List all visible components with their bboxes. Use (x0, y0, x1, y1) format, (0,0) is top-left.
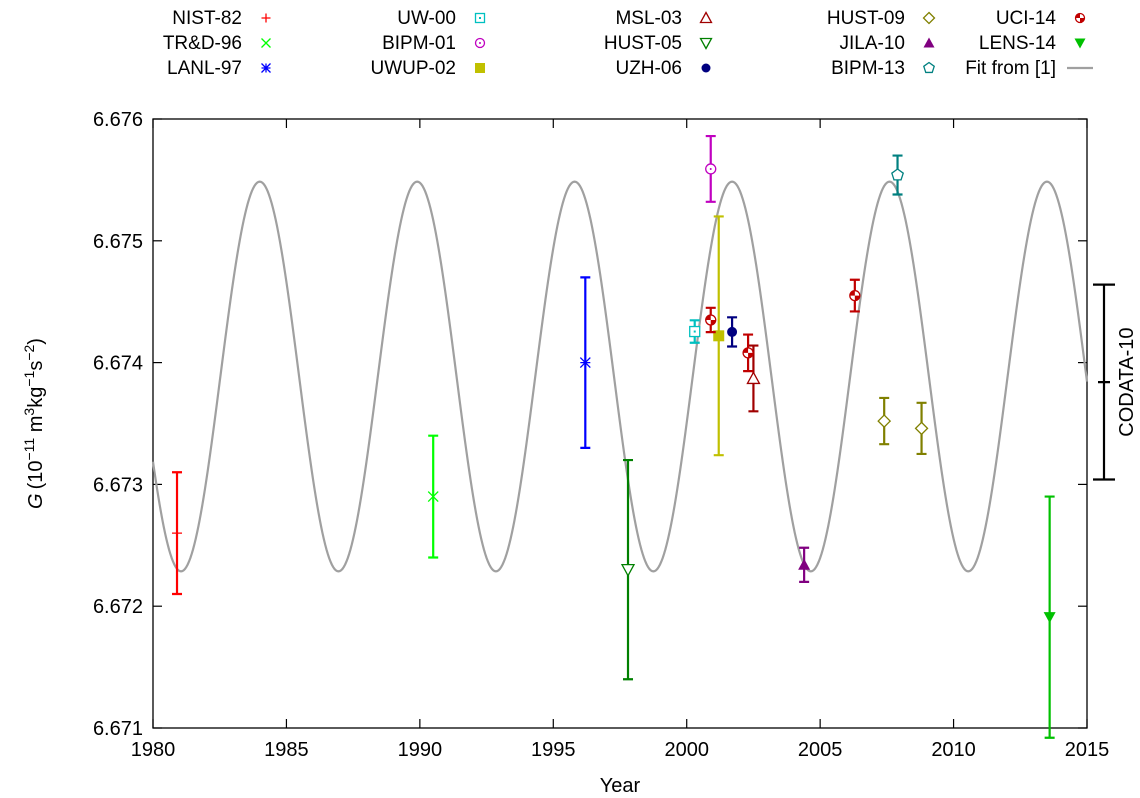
legend-label: HUST-05 (604, 33, 682, 54)
point-hust-09 (877, 396, 892, 446)
codata-label: CODATA-10 (1116, 327, 1138, 436)
point-hust-09-extra (914, 401, 929, 456)
x-tick-label: 1995 (531, 739, 576, 761)
codata-errorbar (1093, 283, 1115, 481)
point-lens-14 (1043, 495, 1056, 739)
y-tick-label: 6.672 (93, 596, 143, 618)
legend-label: UW-00 (397, 8, 456, 29)
legend-item-bipm-13: BIPM-13 (831, 58, 935, 79)
x-tick-label: 2000 (664, 739, 709, 761)
y-tick-label: 6.673 (93, 474, 143, 496)
legend-label: NIST-82 (172, 8, 242, 29)
legend-item-lens-14: LENS-14 (979, 33, 1086, 54)
point-uci-14-extra (705, 306, 717, 334)
point-bipm-13 (891, 154, 905, 196)
point-jila-10 (798, 546, 811, 583)
legend-label: HUST-09 (827, 8, 905, 29)
legend-item-bipm-01: BIPM-01 (382, 33, 486, 54)
y-tick-label: 6.674 (93, 353, 143, 375)
legend-item-uwup-02: UWUP-02 (370, 58, 485, 79)
data-points (172, 134, 1056, 739)
legend-item-msl-03: MSL-03 (615, 8, 713, 29)
legend-label: JILA-10 (840, 33, 905, 54)
legend-label: LENS-14 (979, 33, 1057, 54)
point-hust-05 (620, 458, 636, 681)
point-uwup-02 (713, 215, 725, 457)
legend: NIST-82 TR&D-96 LANL-97 UW-00 BIPM-01 UWUP-02… (163, 8, 1093, 79)
legend-label: BIPM-13 (831, 58, 905, 79)
plot-frame: 1980 1985 1990 1995 2000 2005 2010 2015 6.671 6.6… (93, 109, 1109, 761)
legend-label: Fit from [1] (965, 58, 1056, 79)
codata-bar: CODATA-10 (1093, 283, 1138, 481)
x-tick-label: 1985 (264, 739, 309, 761)
x-tick-label: 2005 (798, 739, 843, 761)
x-tick-label: 1980 (131, 739, 176, 761)
legend-label: UWUP-02 (370, 58, 456, 79)
x-axis-label: Year (600, 775, 641, 797)
point-uzh-06 (727, 316, 738, 348)
fit-curve (151, 180, 1089, 573)
legend-item-lanl-97: LANL-97 (167, 58, 271, 79)
legend-item-fit-from-1-: Fit from [1] (965, 58, 1093, 79)
y-tick-label: 6.675 (93, 231, 143, 253)
point-nist-82 (172, 471, 183, 596)
point-tr-d-96 (427, 434, 439, 559)
legend-item-tr-d-96: TR&D-96 (163, 33, 271, 54)
legend-item-nist-82: NIST-82 (172, 8, 271, 29)
x-tick-label: 2010 (931, 739, 976, 761)
x-tick-label: 1990 (398, 739, 443, 761)
point-uci-14-extra (742, 333, 754, 373)
legend-item-uzh-06: UZH-06 (615, 58, 711, 79)
legend-label: MSL-03 (615, 8, 682, 29)
plot-area (152, 118, 1088, 729)
legend-item-hust-05: HUST-05 (604, 33, 713, 54)
fit-line (151, 180, 1089, 573)
legend-item-uci-14: UCI-14 (996, 8, 1086, 29)
y-tick-label: 6.676 (93, 109, 143, 131)
legend-item-hust-09: HUST-09 (827, 8, 936, 29)
x-tick-label: 2015 (1065, 739, 1110, 761)
legend-label: LANL-97 (167, 58, 242, 79)
axis-labels: Year G(10−11 m3kg−1s−2) (21, 338, 641, 797)
y-axis-label: G(10−11 m3kg−1s−2) (21, 338, 47, 509)
legend-item-jila-10: JILA-10 (840, 33, 935, 54)
point-uci-14 (849, 278, 861, 313)
legend-label: UCI-14 (996, 8, 1057, 29)
point-uw-00 (689, 319, 701, 344)
legend-label: UZH-06 (615, 58, 682, 79)
point-bipm-01 (705, 134, 717, 203)
legend-item-uw-00: UW-00 (397, 8, 486, 29)
legend-label: TR&D-96 (163, 33, 242, 54)
point-msl-03 (746, 344, 761, 413)
y-tick-label: 6.671 (93, 718, 143, 740)
point-lanl-97 (579, 276, 591, 449)
legend-label: BIPM-01 (382, 33, 456, 54)
